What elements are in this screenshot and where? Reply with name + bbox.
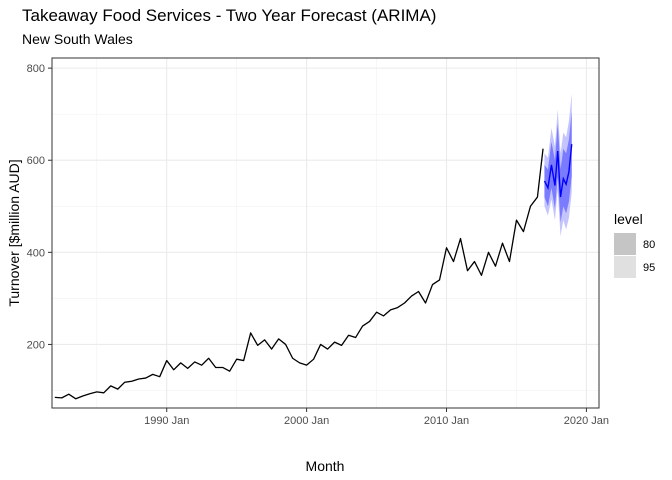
forecast-line [543, 144, 573, 198]
x-axis: 1990 Jan 2000 Jan 2010 Jan 2020 Jan [144, 408, 609, 427]
legend-key-80 [614, 233, 636, 255]
legend-title: level [614, 211, 643, 227]
y-axis-title: Turnover [$million AUD] [6, 159, 22, 306]
y-tick-label: 400 [27, 247, 45, 259]
historical-line [54, 148, 544, 400]
gridlines [52, 58, 599, 408]
y-tick-label: 600 [27, 155, 45, 167]
y-axis: 200 400 600 800 [27, 63, 52, 351]
x-tick-label: 2010 Jan [424, 415, 469, 427]
legend-key-95 [614, 256, 636, 278]
x-axis-title: Month [306, 458, 345, 474]
x-tick-label: 2000 Jan [284, 415, 329, 427]
y-tick-label: 200 [27, 339, 45, 351]
y-tick-label: 800 [27, 63, 45, 75]
plot-panel [51, 57, 600, 409]
plot-background [52, 58, 599, 408]
legend: level 80 95 [614, 211, 655, 278]
x-tick-label: 2020 Jan [564, 415, 609, 427]
legend-label-80: 80 [643, 239, 655, 251]
x-tick-label: 1990 Jan [144, 415, 189, 427]
plot-border [51, 57, 600, 409]
legend-label-95: 95 [643, 262, 655, 274]
chart-subtitle: New South Wales [22, 31, 133, 47]
series-lines [54, 144, 573, 400]
chart-title: Takeaway Food Services - Two Year Foreca… [22, 6, 436, 25]
